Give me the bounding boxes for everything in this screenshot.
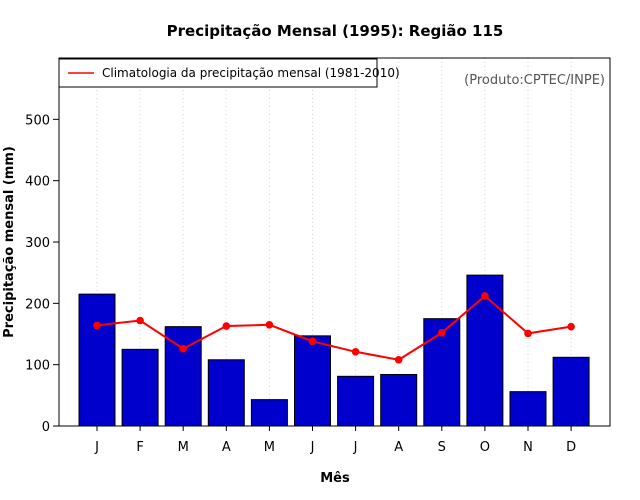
legend-box — [58, 58, 378, 88]
source-annotation: (Produto:CPTEC/INPE) — [464, 73, 605, 88]
climatology-point — [93, 321, 101, 330]
bar — [380, 373, 418, 427]
bar — [509, 391, 547, 427]
bar — [466, 274, 504, 427]
x-tick-label: J — [353, 440, 358, 455]
climatology-point — [481, 292, 489, 300]
x-tick-label: A — [394, 440, 403, 455]
y-axis: 0 100 200 300 400 500 — [25, 113, 59, 435]
x-axis-label: Mês — [320, 471, 350, 486]
y-tick-label: 200 — [25, 297, 50, 312]
x-tick-label: M — [264, 440, 275, 455]
x-tick-label: J — [310, 440, 315, 455]
y-tick-label: 300 — [25, 236, 50, 251]
climatology-line-series — [93, 292, 575, 364]
x-tick-label: A — [222, 440, 231, 455]
y-tick-label: 0 — [42, 420, 50, 435]
climatology-point — [265, 321, 274, 329]
climatology-point — [179, 344, 187, 353]
vertical-grid — [96, 58, 572, 426]
bar — [294, 335, 331, 427]
climatology-point — [136, 316, 144, 325]
x-tick-label: D — [566, 440, 576, 455]
x-tick-label: S — [438, 440, 446, 455]
legend-label: Climatologia da precipitação mensal (198… — [102, 66, 400, 80]
chart-title: Precipitação Mensal (1995): Região 115 — [167, 22, 504, 40]
climatology-point — [394, 355, 403, 364]
bar — [207, 359, 245, 427]
bar — [552, 356, 590, 427]
bar — [337, 375, 375, 427]
bar — [250, 399, 288, 427]
legend: Climatologia da precipitação mensal (198… — [58, 58, 400, 88]
bar-series — [78, 274, 590, 427]
y-tick-label: 400 — [25, 175, 50, 190]
x-tick-label: J — [94, 440, 99, 455]
x-tick-label: N — [523, 440, 533, 455]
y-axis-label: Precipitação mensal (mm) — [2, 146, 17, 338]
climatology-point — [308, 337, 317, 346]
climatology-point — [222, 322, 231, 330]
bar — [78, 293, 116, 427]
climatology-line — [96, 294, 572, 361]
x-tick-label: O — [480, 440, 490, 455]
y-tick-label: 500 — [25, 113, 50, 128]
climatology-point — [438, 328, 446, 337]
x-tick-label: F — [136, 440, 143, 455]
climatology-point — [351, 347, 360, 356]
y-tick-label: 100 — [25, 359, 50, 374]
climatology-point — [524, 329, 532, 338]
climatology-point — [567, 322, 575, 331]
bar — [121, 348, 159, 427]
x-tick-label: M — [178, 440, 189, 455]
